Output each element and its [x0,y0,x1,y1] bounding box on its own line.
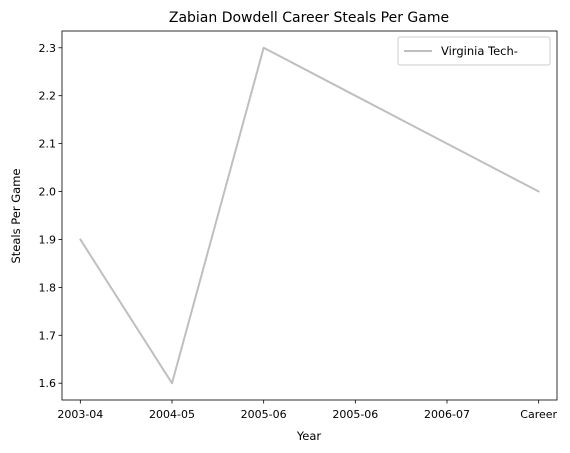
y-tick-label: 2.1 [39,138,57,151]
y-tick-label: 2.2 [39,90,57,103]
y-tick-label: 1.9 [39,233,57,246]
x-tick-label: 2004-05 [149,408,195,421]
axes-frame [61,30,558,401]
y-tick-label: 1.8 [39,281,57,294]
series-line [79,46,540,385]
x-tick-label: 2005-06 [332,408,378,421]
y-tick-label: 1.6 [39,377,57,390]
legend-box [397,36,551,66]
y-tick-label: 1.7 [39,329,57,342]
data-point [79,238,81,240]
data-point [354,95,356,97]
x-axis-label: Year [296,429,322,443]
x-tick-label: 2003-04 [57,408,103,421]
legend: Virginia Tech- [397,36,551,66]
y-tick-label: 2.3 [39,42,57,55]
data-point [263,47,265,49]
data-point [171,382,173,384]
legend-label: Virginia Tech- [441,44,518,58]
x-tick-label: 2006-07 [424,408,470,421]
x-tick-label: 2005-06 [241,408,287,421]
data-point [538,191,540,193]
x-tick-label: Career [520,408,557,421]
y-tick-label: 2.0 [39,186,57,199]
axes: 1.6 1.7 1.8 1.9 2.0 2.1 2.2 2.3 2003-04 2004-05 20… [39,30,558,421]
plot-area [79,46,540,385]
y-axis-label: Steals Per Game [9,169,23,264]
data-point [446,143,448,145]
chart-title: Zabian Dowdell Career Steals Per Game [169,10,449,26]
